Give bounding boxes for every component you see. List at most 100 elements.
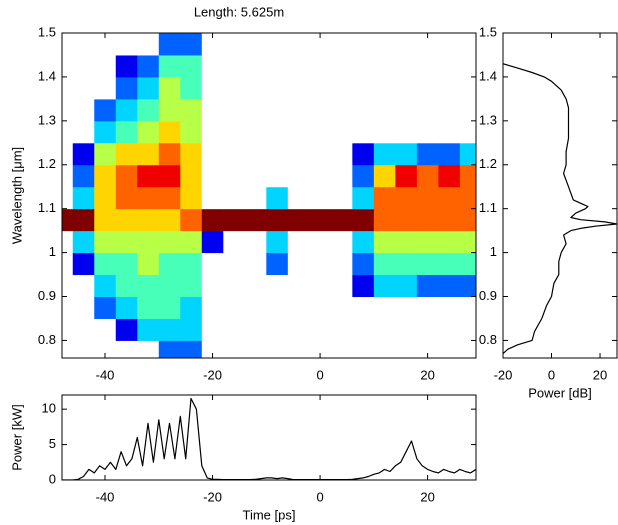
heat-cell (266, 120, 289, 144)
x-tick-label: 0 (548, 367, 555, 382)
heat-cell (115, 186, 138, 210)
heat-cell (416, 164, 439, 188)
x-axis-label: Power [dB] (528, 385, 592, 400)
heat-cell (223, 54, 246, 78)
heat-cell (416, 33, 439, 56)
heat-cell (266, 274, 289, 298)
axes-frame (502, 32, 618, 359)
heat-cell (309, 340, 332, 358)
heat-cell (438, 340, 461, 358)
heat-cell (266, 318, 289, 341)
y-tick-label: 0.8 (479, 332, 497, 347)
x-tick-label: 0 (316, 367, 323, 382)
heat-cell (158, 76, 181, 100)
data-line (62, 397, 476, 480)
heat-cell (180, 208, 203, 232)
heat-cell (309, 120, 332, 144)
heat-cell (223, 142, 246, 166)
heat-cell (266, 208, 289, 232)
heat-cell (330, 98, 353, 122)
heat-cell (201, 186, 224, 210)
axes-frame (61, 32, 477, 359)
heat-cell (223, 318, 246, 341)
heat-cell (352, 274, 375, 298)
heat-cell (459, 274, 476, 298)
heat-cell (223, 208, 246, 232)
heat-cell (373, 318, 396, 341)
heat-cell (352, 120, 375, 144)
heat-cell (137, 76, 160, 100)
heat-cell (352, 76, 375, 100)
heat-cell (201, 164, 224, 188)
heat-cell (416, 318, 439, 341)
heat-cell (459, 98, 476, 122)
heat-cell (62, 252, 74, 276)
heat-cell (244, 252, 267, 276)
heat-cell (373, 54, 396, 78)
heat-cell (223, 76, 246, 100)
heat-cell (158, 318, 181, 341)
heat-cell (244, 340, 267, 358)
heat-cell (438, 164, 461, 188)
heat-cell (287, 120, 310, 144)
heat-cell (180, 252, 203, 276)
heat-cell (416, 230, 439, 254)
heat-cell (330, 54, 353, 78)
heat-cell (266, 164, 289, 188)
heat-cell (373, 76, 396, 100)
heat-cell (416, 120, 439, 144)
heat-cell (266, 186, 289, 210)
y-tick-label: 5 (49, 436, 56, 451)
heat-cell (62, 76, 74, 100)
heat-cell (395, 33, 418, 56)
heat-cell (158, 230, 181, 254)
heat-cell (72, 164, 95, 188)
heat-cell (438, 252, 461, 276)
heat-cell (158, 186, 181, 210)
heat-cell (62, 318, 74, 341)
heat-cell (72, 340, 95, 358)
heat-cell (201, 98, 224, 122)
heat-cell (115, 296, 138, 319)
heat-cell (266, 252, 289, 276)
heat-cell (201, 33, 224, 56)
heat-cell (373, 230, 396, 254)
heat-cell (62, 208, 74, 232)
heat-cell (373, 142, 396, 166)
heat-cell (223, 33, 246, 56)
y-axis-label: Power [kW] (9, 404, 24, 470)
heat-cell (438, 230, 461, 254)
heat-cell (137, 164, 160, 188)
heat-cell (438, 76, 461, 100)
heat-cell (416, 98, 439, 122)
heat-cell (115, 274, 138, 298)
heat-cell (94, 142, 117, 166)
heat-cell (62, 274, 74, 298)
heat-cell (62, 230, 74, 254)
heat-cell (438, 296, 461, 319)
heat-cell (201, 120, 224, 144)
heat-cell (137, 98, 160, 122)
heat-cell (180, 120, 203, 144)
heat-cell (287, 274, 310, 298)
y-tick-label: 1.5 (479, 24, 497, 39)
heat-cell (373, 340, 396, 358)
heat-cell (352, 318, 375, 341)
y-tick-label: 1.1 (38, 200, 56, 215)
heat-cell (62, 33, 74, 56)
heat-cell (352, 208, 375, 232)
heat-cell (287, 164, 310, 188)
heat-cell (330, 318, 353, 341)
heat-cell (244, 120, 267, 144)
heat-cell (459, 208, 476, 232)
heat-cell (438, 318, 461, 341)
heat-cell (158, 252, 181, 276)
heat-cell (373, 164, 396, 188)
heat-cell (94, 296, 117, 319)
x-tick-label: -20 (203, 367, 222, 382)
heat-cell (330, 274, 353, 298)
heat-cell (459, 318, 476, 341)
heat-cell (352, 296, 375, 319)
heat-cell (137, 230, 160, 254)
heat-cell (72, 54, 95, 78)
